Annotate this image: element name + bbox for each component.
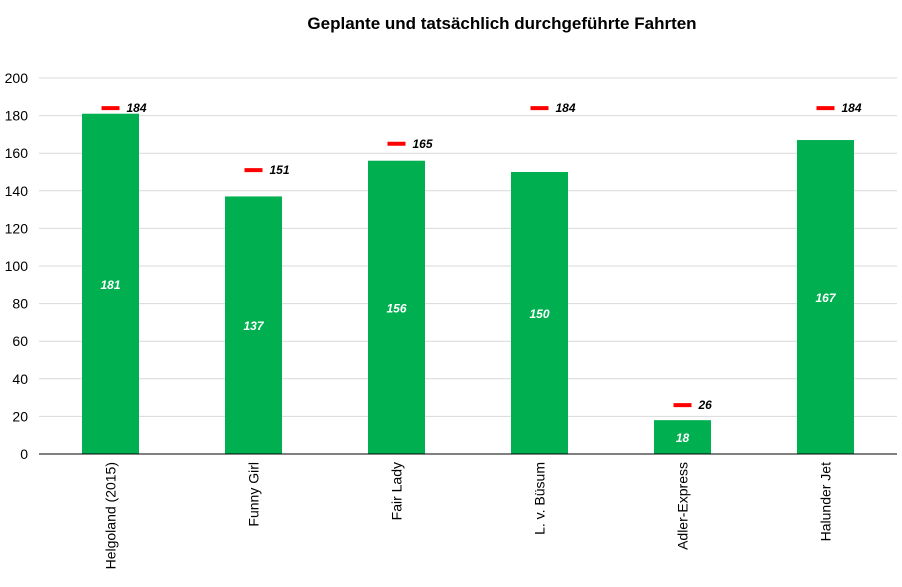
x-tick-label: L. v. Büsum <box>532 462 548 535</box>
planned-markers: 184 151 165 184 26 184 <box>101 101 862 412</box>
bar-value-label: 150 <box>529 307 549 321</box>
x-axis-ticks: Helgoland (2015) Funny Girl Fair Lady L. v.… <box>103 462 834 570</box>
y-tick-label: 100 <box>5 258 29 274</box>
bar <box>368 160 425 454</box>
x-tick-label: Fair Lady <box>389 462 405 520</box>
planned-value-label: 165 <box>413 137 433 151</box>
bar <box>654 420 711 454</box>
bar-value-label: 156 <box>386 301 406 315</box>
y-tick-label: 140 <box>5 183 29 199</box>
y-axis-ticks: 0 20 40 60 80 100 120 140 160 180 200 <box>5 70 29 462</box>
bar <box>225 196 282 454</box>
gridlines <box>39 77 897 417</box>
y-tick-label: 20 <box>12 408 28 424</box>
chart-title: Geplante und tatsächlich durchgeführte F… <box>307 14 696 33</box>
x-tick-label: Helgoland (2015) <box>103 462 119 569</box>
y-tick-label: 0 <box>20 446 28 462</box>
bar <box>797 140 854 455</box>
y-tick-label: 80 <box>12 296 28 312</box>
y-tick-label: 40 <box>12 371 28 387</box>
bar <box>511 172 568 454</box>
y-tick-label: 120 <box>5 220 29 236</box>
x-tick-label: Adler-Express <box>675 462 691 550</box>
y-tick-label: 200 <box>5 70 29 86</box>
y-tick-label: 60 <box>12 333 28 349</box>
bar-value-label: 181 <box>100 278 120 292</box>
x-tick-label: Halunder Jet <box>818 462 834 541</box>
bars: 181 137 156 150 18 167 <box>82 113 854 455</box>
y-tick-label: 180 <box>5 108 29 124</box>
y-tick-label: 160 <box>5 145 29 161</box>
planned-value-label: 26 <box>698 398 713 412</box>
bar-value-label: 167 <box>815 291 836 305</box>
bar-value-label: 137 <box>243 319 264 333</box>
bar <box>82 113 139 454</box>
planned-value-label: 184 <box>842 101 862 115</box>
planned-value-label: 184 <box>127 101 147 115</box>
planned-value-label: 184 <box>556 101 576 115</box>
bar-value-label: 18 <box>676 431 690 445</box>
x-tick-label: Funny Girl <box>246 462 262 527</box>
planned-value-label: 151 <box>270 163 290 177</box>
